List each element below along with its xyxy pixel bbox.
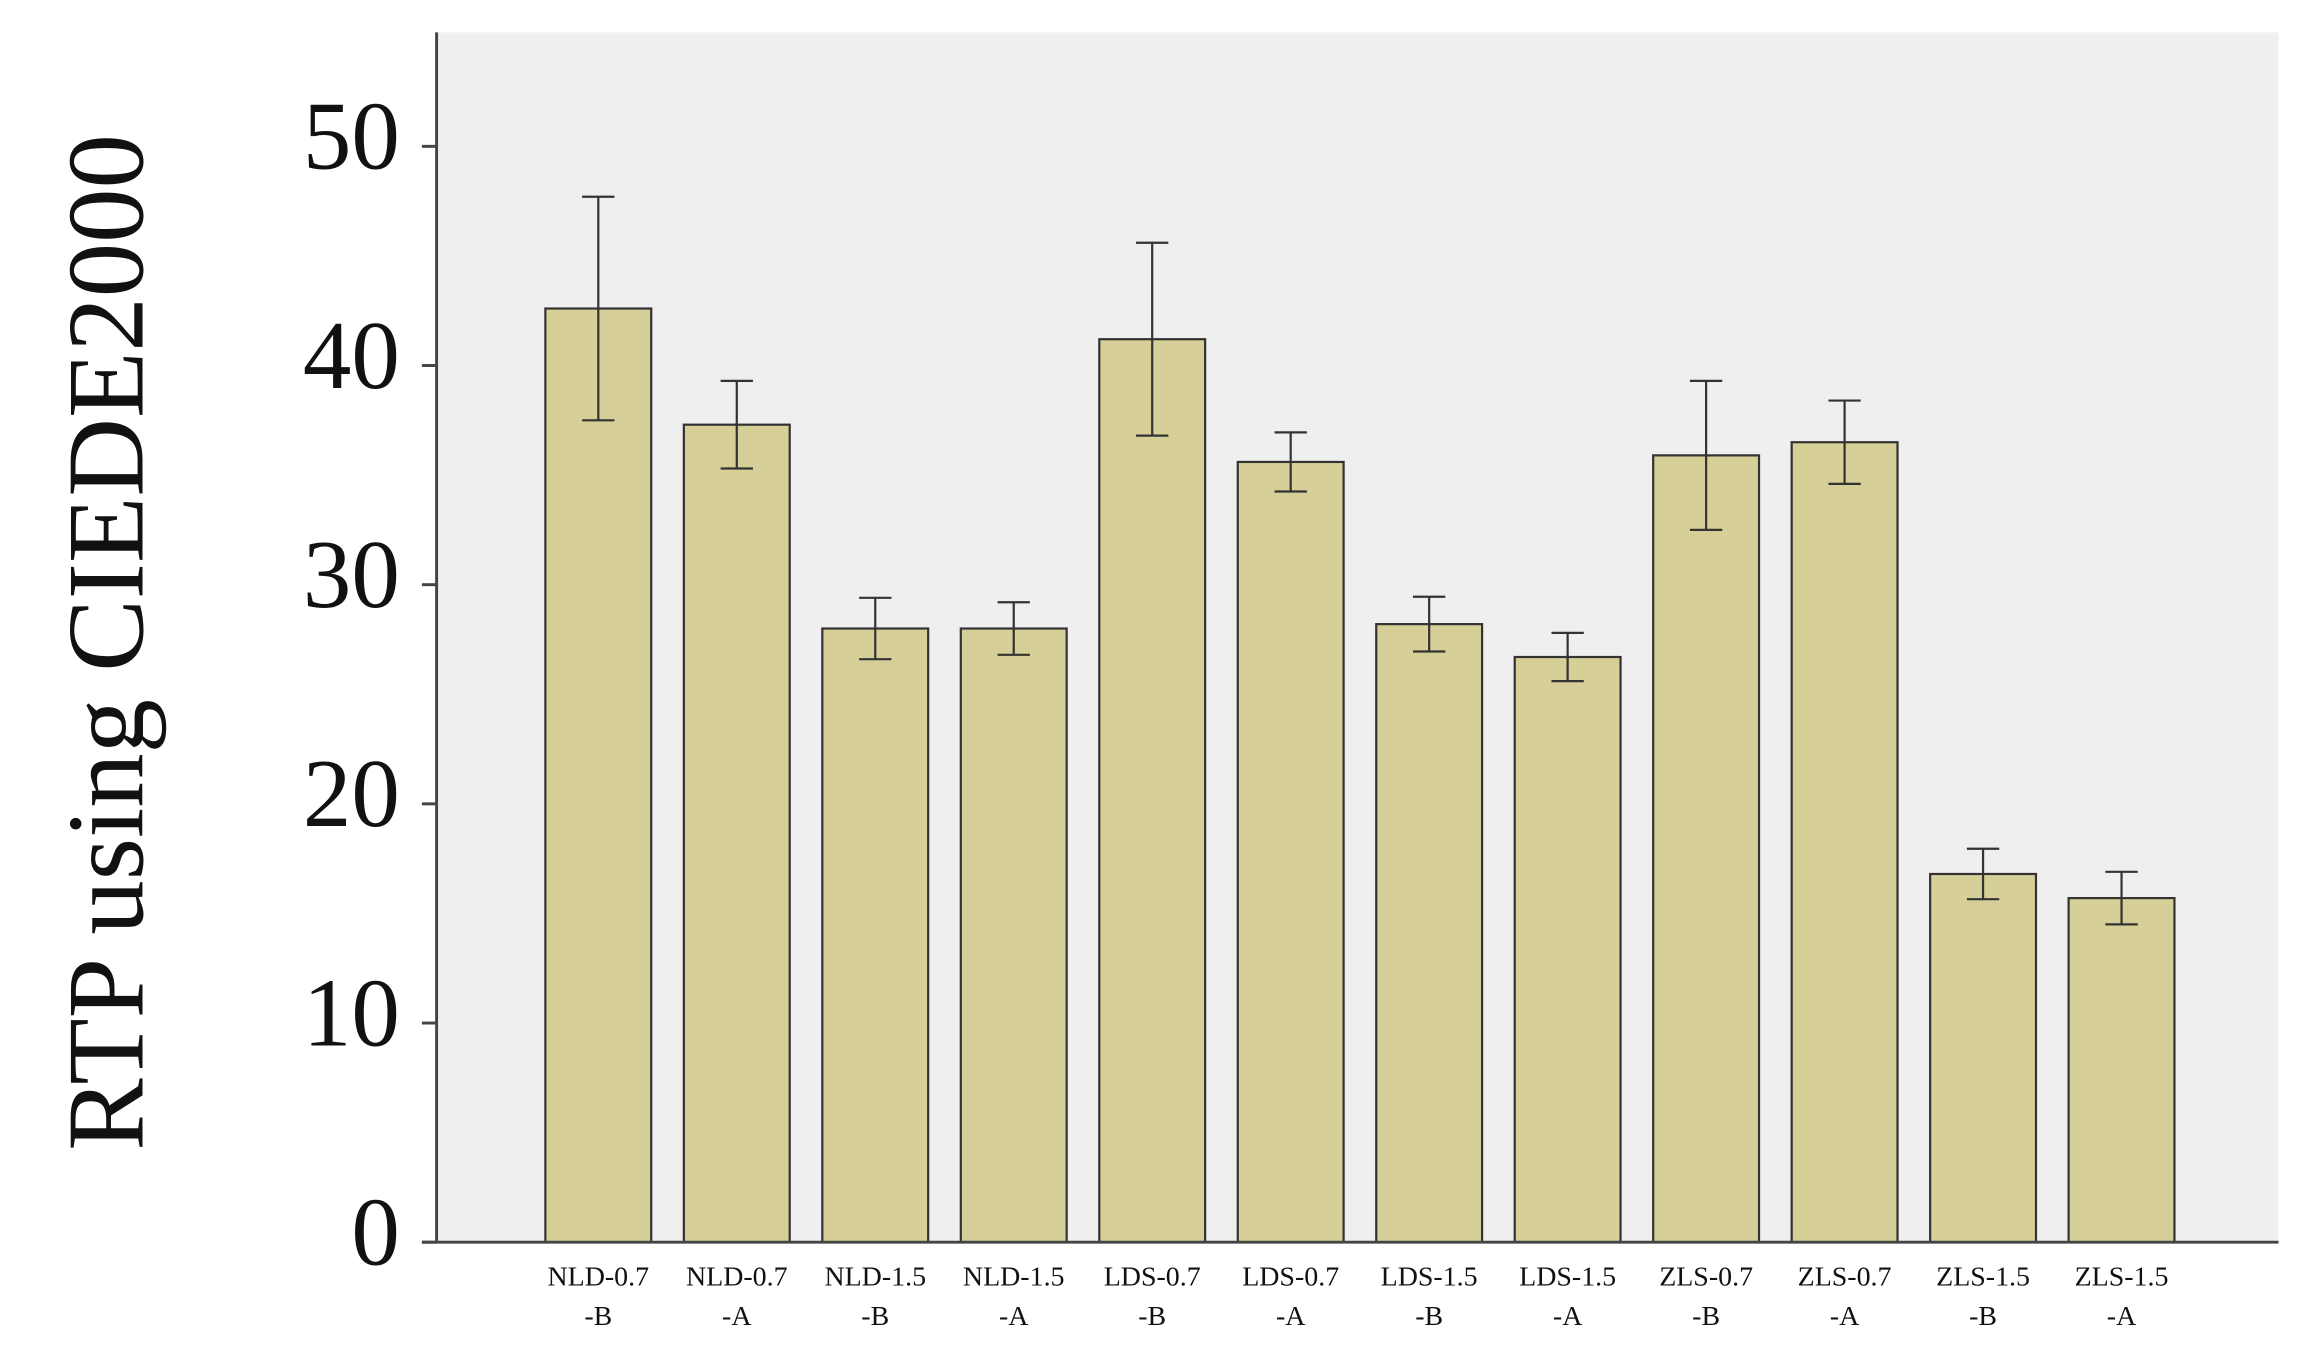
y-tick-label: 20 [303,740,400,847]
error-bar [1828,399,1861,485]
error-bar [1136,241,1169,437]
error-bar [1274,431,1307,493]
x-tick-label: -A [2107,1301,2136,1332]
error-bar [1412,595,1446,653]
y-tick-label: 10 [303,959,400,1066]
x-tick-label: -A [1830,1301,1859,1332]
error-bar [1966,847,2000,901]
y-tick-label: 40 [303,302,400,409]
y-tick-label: 50 [303,83,400,190]
x-tick-label: ZLS-0.7 [1659,1261,1753,1292]
bar [1236,460,1345,1244]
x-tick-label: -A [1553,1301,1582,1332]
y-tick-label: 30 [303,521,400,628]
x-tick-label: -B [861,1301,889,1332]
x-tick-label: -A [999,1301,1028,1332]
x-tick-label: -B [1969,1301,1997,1332]
x-tick-label: -A [1276,1301,1305,1332]
bar [1929,872,2038,1244]
bar [1375,623,1484,1244]
marks [544,195,2176,1244]
x-tick-label: NLD-0.7 [686,1261,788,1292]
bar [1652,454,1761,1244]
error-bar [2105,870,2138,926]
y-tick-label: 0 [351,1178,400,1285]
x-tick-label: ZLS-1.5 [1936,1261,2030,1292]
x-tick-label: -B [1692,1301,1720,1332]
bar [959,627,1068,1244]
x-tick-label: LDS-1.5 [1381,1261,1478,1292]
y-axis-label: RTP using CIEDE2000 [46,134,167,1151]
bar [544,307,653,1244]
error-bar [1551,631,1584,683]
x-tick-label: -A [722,1301,751,1332]
x-tick-label: -B [1138,1301,1166,1332]
x-tick-label: -B [1415,1301,1443,1332]
error-bar [720,379,753,470]
x-tick-label: ZLS-0.7 [1798,1261,1892,1292]
x-tick-label: ZLS-1.5 [2075,1261,2169,1292]
x-tick-label: LDS-1.5 [1519,1261,1616,1292]
x-tick-label: NLD-0.7 [548,1261,650,1292]
x-tick-label: NLD-1.5 [963,1261,1065,1292]
x-tick-label: NLD-1.5 [824,1261,926,1292]
bar [1098,338,1207,1244]
x-tick-label: LDS-0.7 [1104,1261,1201,1292]
bar [682,423,791,1244]
error-bar [1689,379,1723,531]
bar [2067,896,2176,1244]
bar [1790,441,1899,1244]
x-tick-label: LDS-0.7 [1242,1261,1339,1292]
bar [1513,655,1622,1244]
error-bar [859,596,892,661]
x-tick-label: -B [584,1301,612,1332]
error-bar [582,195,615,422]
bar [821,627,930,1244]
error-bar [997,601,1030,656]
